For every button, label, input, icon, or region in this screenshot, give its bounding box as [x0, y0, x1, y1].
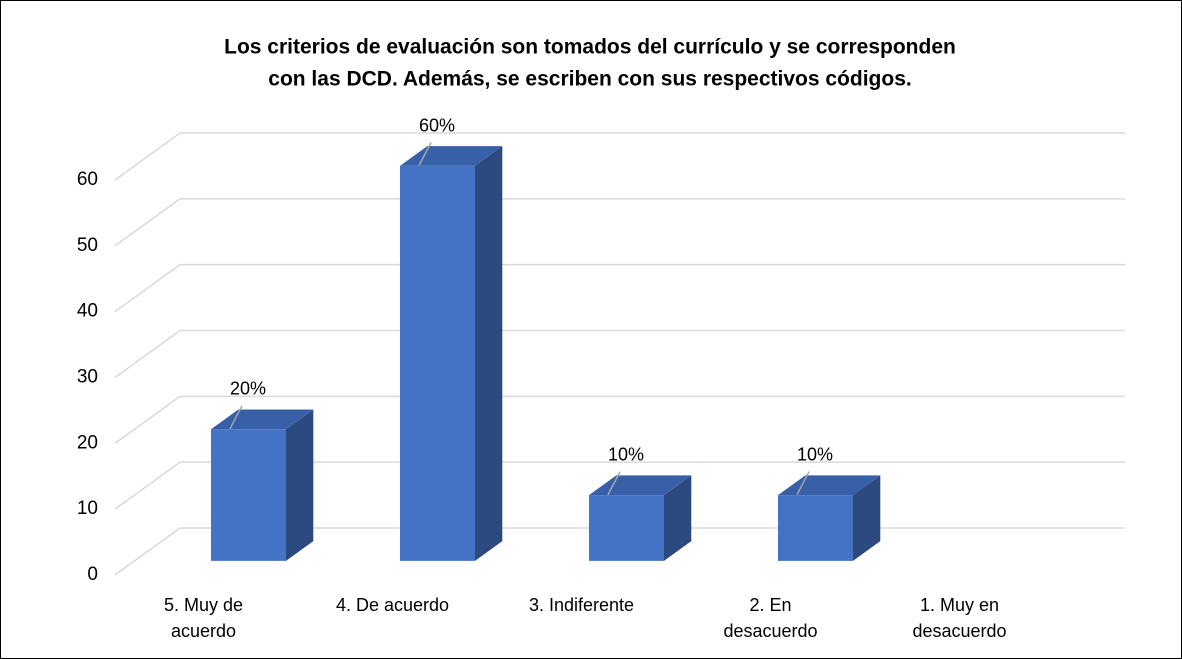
value-label: 10% [797, 444, 833, 464]
y-tick-label: 20 [77, 432, 98, 453]
bar [211, 409, 314, 561]
bar-side [286, 409, 314, 561]
grid-line [114, 395, 181, 444]
bar-side [664, 475, 692, 561]
bar-top [778, 475, 881, 496]
value-label: 60% [419, 115, 455, 135]
x-tick-label: 2. En desacuerdo [723, 595, 817, 641]
bar-top [589, 475, 692, 496]
bar-top [400, 146, 503, 166]
bar [778, 475, 881, 561]
x-tick-label: 1. Muy en desacuerdo [912, 595, 1006, 641]
x-tick-label: 5. Muy de acuerdo [164, 595, 243, 641]
chart-title-line: con las DCD. Además, se escriben con sus… [268, 68, 911, 91]
bar-front [211, 429, 286, 561]
y-tick-label: 40 [77, 301, 98, 322]
label-leader [607, 471, 621, 496]
y-tick-label: 0 [87, 564, 98, 585]
grid-line [114, 198, 181, 247]
value-label: 10% [608, 444, 644, 464]
label-leader [796, 471, 810, 496]
value-label: 20% [230, 379, 266, 399]
grid-line [114, 461, 181, 510]
y-tick-label: 60 [77, 169, 98, 190]
y-tick-label: 30 [77, 367, 98, 388]
grid-line [114, 527, 181, 576]
grid-line [114, 132, 181, 181]
bar-front [589, 495, 664, 561]
y-tick-label: 50 [77, 235, 98, 256]
y-tick-label: 10 [77, 498, 98, 519]
x-tick-label: 3. Indiferente [529, 595, 634, 615]
bar-side [475, 146, 503, 561]
x-tick-label: 4. De acuerdo [336, 595, 449, 615]
bar-side [853, 475, 881, 561]
grid-line [114, 264, 181, 313]
bar [589, 475, 692, 561]
bar-front [400, 165, 475, 561]
grid-line [114, 329, 181, 379]
label-leader [418, 142, 432, 166]
bar [400, 146, 503, 561]
bar-front [778, 495, 853, 561]
bar-top [211, 409, 314, 430]
label-leader [229, 405, 243, 430]
chart-title-line: Los criterios de evaluación son tomados … [224, 36, 956, 59]
